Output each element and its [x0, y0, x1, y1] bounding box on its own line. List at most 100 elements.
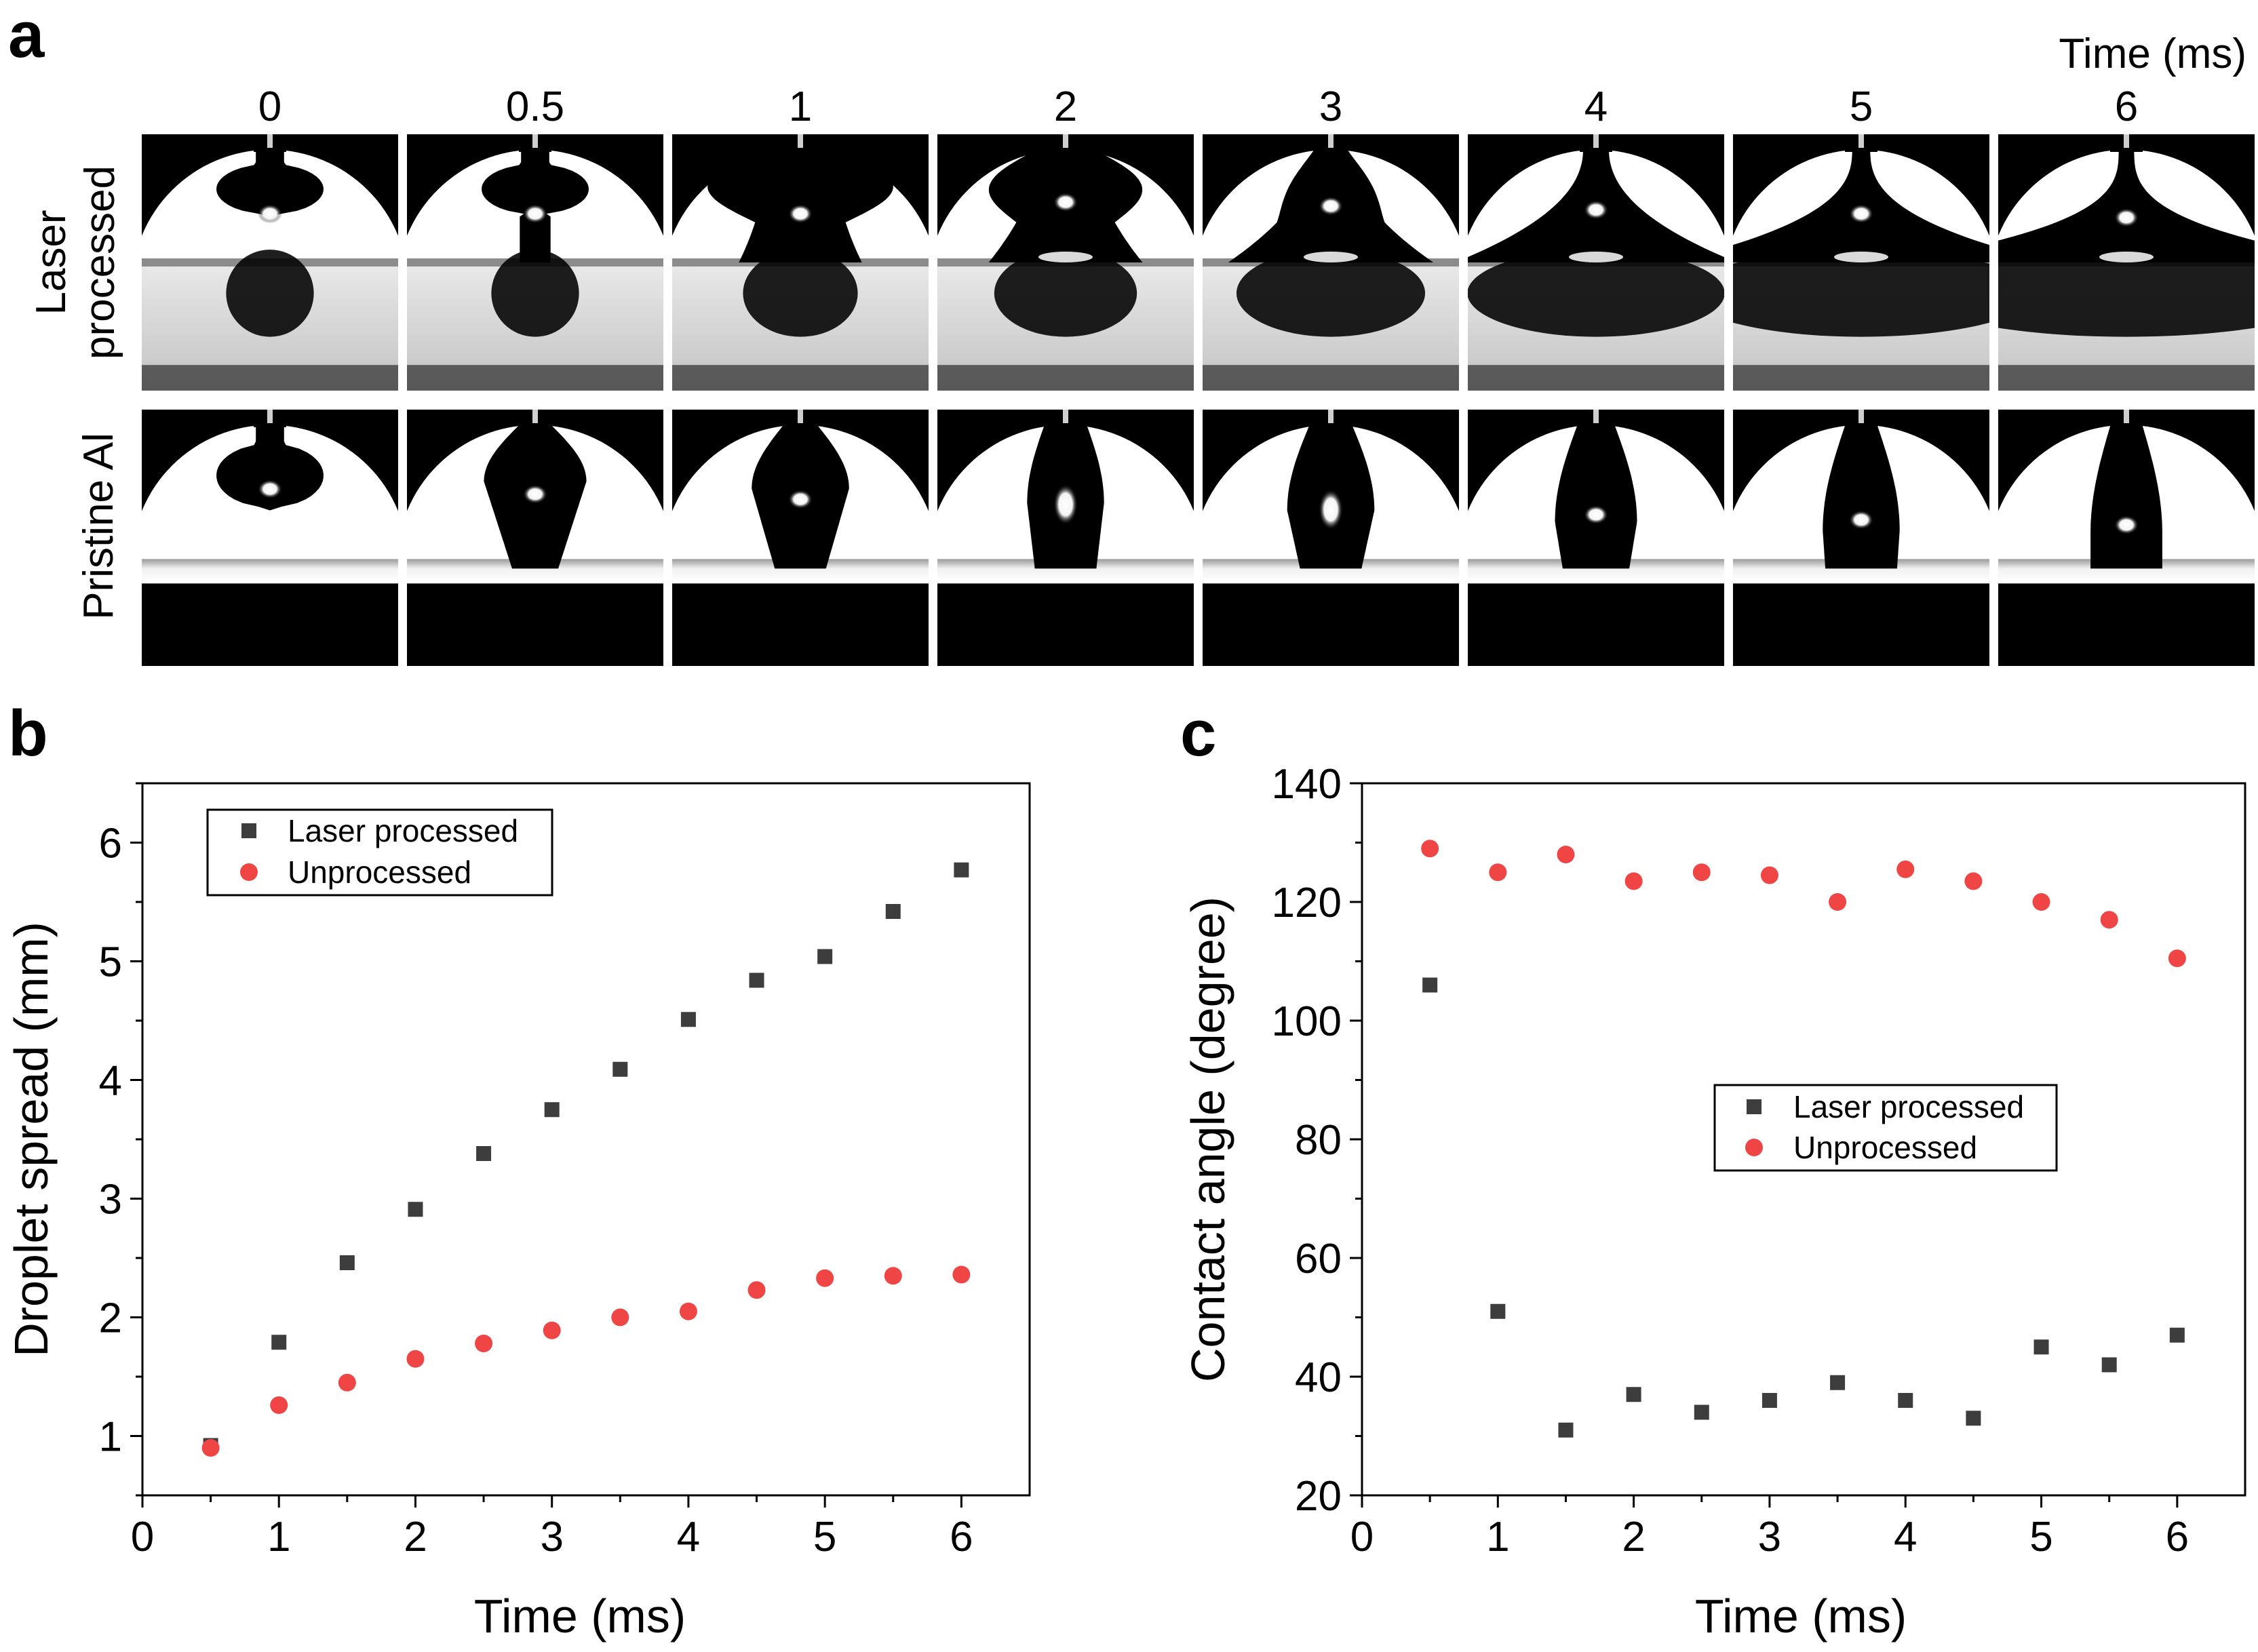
droplet-reflection [1733, 250, 1989, 337]
x-tick-label: 6 [950, 1514, 973, 1560]
point-unprocessed [201, 1439, 220, 1457]
point-laser-processed [408, 1202, 423, 1217]
point-laser-processed [1830, 1375, 1846, 1390]
point-unprocessed [1421, 840, 1439, 858]
needle-bore [1593, 410, 1599, 425]
panel-b-marks [201, 862, 971, 1457]
point-laser-processed [2101, 1357, 2117, 1373]
droplet [2090, 423, 2162, 569]
droplet-glint [788, 204, 813, 224]
x-tick-label: 0 [1350, 1514, 1374, 1560]
point-laser-processed [476, 1146, 492, 1161]
droplet-frame-laser-2 [672, 134, 929, 391]
needle-bore [1063, 134, 1068, 149]
surface-substrate [1998, 583, 2255, 666]
needle-bore [1328, 134, 1334, 149]
surface-edge [142, 559, 398, 584]
droplet-frame-pristine-7 [1998, 410, 2255, 666]
droplet-glint [1584, 505, 1608, 524]
point-laser-processed [544, 1102, 560, 1118]
y-tick-label: 140 [1272, 761, 1342, 808]
droplet-glint [2114, 515, 2139, 535]
point-unprocessed [747, 1281, 766, 1299]
y-tick-label: 2 [99, 1295, 122, 1342]
time-label-3: 2 [1054, 83, 1077, 130]
time-label-7: 6 [2115, 83, 2138, 130]
time-label-0: 0 [258, 83, 281, 130]
needle-bore [1593, 134, 1599, 149]
time-label-4: 3 [1319, 83, 1342, 130]
frames-row-pristine [142, 410, 2255, 666]
y-tick-label: 20 [1295, 1473, 1342, 1520]
panel-a-letter: a [8, 0, 45, 71]
droplet-frame-laser-5 [1468, 134, 1724, 391]
droplet-reflection [491, 250, 579, 337]
x-tick-label: 5 [813, 1514, 836, 1560]
surface-substrate [672, 583, 929, 666]
point-unprocessed [1692, 863, 1711, 882]
droplet-frame-laser-1 [407, 134, 663, 391]
time-label-5: 4 [1584, 83, 1608, 130]
panel-b: b Time (ms) Droplet spread (mm) 0 1 2 3 4 5 6 1… [5, 697, 1031, 1643]
time-labels: 0 0.5 1 2 3 4 5 6 [258, 83, 2138, 130]
surface-shadow [1998, 365, 2255, 391]
needle-bore [532, 410, 538, 425]
needle-bore [1328, 410, 1334, 425]
point-laser-processed [954, 862, 969, 878]
surface-shadow [672, 365, 929, 391]
droplet-glint [1319, 489, 1343, 530]
droplet-glint [1849, 510, 1873, 530]
point-laser-processed [1558, 1422, 1574, 1438]
surface-glint [1038, 252, 1093, 262]
point-laser-processed [2033, 1339, 2049, 1355]
time-label-1: 0.5 [506, 83, 564, 130]
point-unprocessed [816, 1269, 834, 1287]
point-unprocessed [2100, 911, 2118, 929]
point-laser-processed [1490, 1303, 1506, 1319]
panel-a: a Time (ms) 0 0.5 1 2 3 4 5 6 Laser proc… [8, 0, 2255, 666]
point-unprocessed [406, 1350, 425, 1368]
x-tick-label: 1 [267, 1514, 290, 1560]
surface-shadow [1468, 365, 1724, 391]
droplet-glint [1849, 204, 1873, 224]
panel-b-letter: b [8, 697, 48, 770]
panel-b-legend-unprocessed-label: Unprocessed [288, 854, 471, 890]
panel-c-legend-unprocessed-label: Unprocessed [1793, 1130, 1977, 1165]
x-tick-label: 4 [1894, 1514, 1917, 1560]
droplet-glint [1053, 193, 1078, 212]
point-unprocessed [1557, 846, 1575, 863]
point-laser-processed [612, 1061, 628, 1077]
droplet-frame-laser-3 [937, 134, 1194, 391]
point-laser-processed [1761, 1393, 1777, 1408]
y-tick-label: 80 [1295, 1117, 1342, 1164]
surface-shadow [1733, 365, 1989, 391]
surface-substrate [1733, 583, 1989, 666]
surface-glint [1569, 252, 1623, 262]
point-unprocessed [1624, 872, 1643, 890]
needle-bore [798, 134, 803, 149]
needle-bore [532, 134, 538, 149]
time-label-6: 5 [1850, 83, 1873, 130]
point-laser-processed [271, 1335, 287, 1350]
droplet-frame-pristine-6 [1733, 410, 1989, 666]
panel-b-ticks: 0 1 2 3 4 5 6 1 2 3 4 5 6 [99, 782, 973, 1560]
surface-glint [1304, 252, 1358, 262]
point-laser-processed [1966, 1411, 1981, 1426]
surface-shadow [1203, 365, 1459, 391]
point-unprocessed [475, 1335, 493, 1352]
droplet-reflection [1998, 250, 2255, 337]
droplet-frame-laser-6 [1733, 134, 1989, 391]
y-tick-label: 120 [1272, 880, 1342, 926]
y-tick-label: 100 [1272, 998, 1342, 1045]
panel-b-xlabel: Time (ms) [474, 1590, 686, 1643]
droplet-glint [523, 204, 547, 224]
point-unprocessed [679, 1302, 697, 1320]
droplet-frame-pristine-1 [407, 410, 663, 666]
panel-c-ylabel: Contact angle (degree) [1182, 897, 1234, 1382]
panel-c: c Time (ms) Contact angle (degree) 0 1 2 3 4… [1180, 697, 2246, 1643]
droplet-glint [523, 484, 547, 504]
needle-bore [1858, 410, 1864, 425]
x-tick-label: 3 [540, 1514, 563, 1560]
surface-substrate [1203, 583, 1459, 666]
